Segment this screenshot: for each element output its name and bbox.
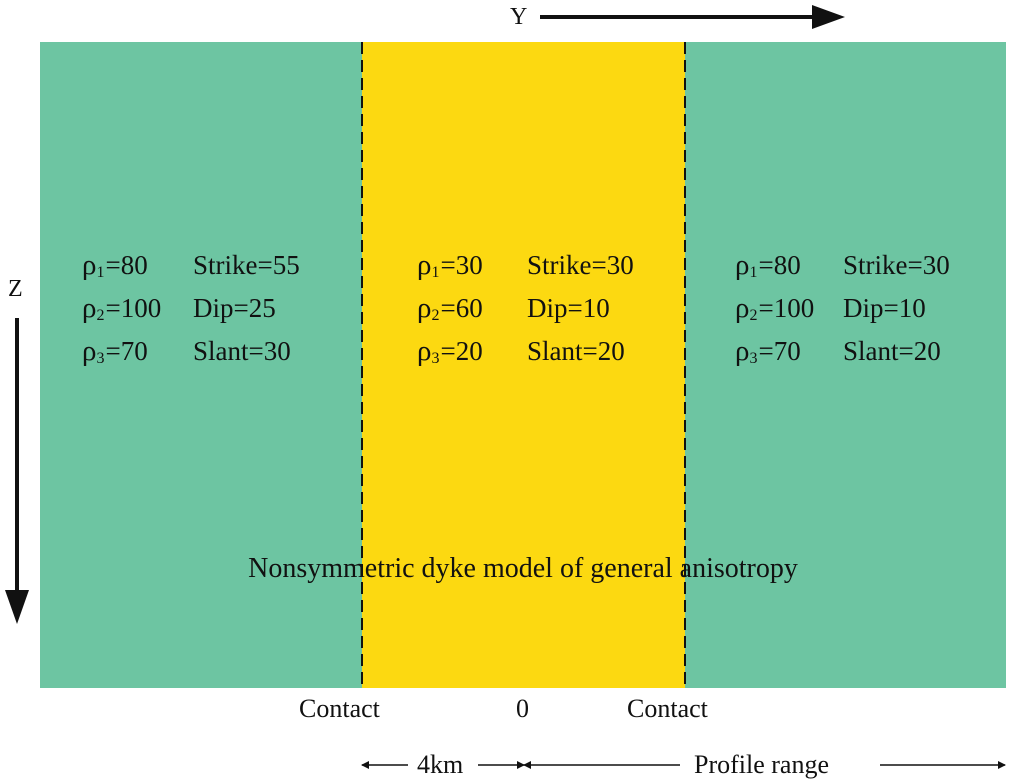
right-dip: Dip=10 <box>843 293 926 323</box>
z-axis-label: Z <box>8 276 23 302</box>
dyke-block <box>362 42 685 688</box>
dyke-strike: Strike=30 <box>527 250 634 280</box>
contact-label-left: Contact <box>299 694 380 723</box>
profile-range-label: Profile range <box>694 750 830 779</box>
dyke-rho3: ρ3=20 <box>417 335 483 367</box>
width-label: 4km <box>417 750 464 779</box>
z-axis-arrowhead <box>5 590 29 624</box>
left-dip: Dip=25 <box>193 293 276 323</box>
y-axis-arrowhead <box>812 5 845 29</box>
dyke-dip: Dip=10 <box>527 293 610 323</box>
contact-label-right: Contact <box>627 694 708 723</box>
y-axis-label: Y <box>510 4 528 30</box>
right-rho1: ρ1=80 <box>735 249 801 281</box>
left-slant: Slant=30 <box>193 336 291 366</box>
left-strike: Strike=55 <box>193 250 300 280</box>
left-rho3: ρ3=70 <box>82 335 148 367</box>
left-rho2: ρ2=100 <box>82 292 162 324</box>
dyke-slant: Slant=20 <box>527 336 625 366</box>
right-strike: Strike=30 <box>843 250 950 280</box>
right-rho2: ρ2=100 <box>735 292 815 324</box>
right-rho3: ρ3=70 <box>735 335 801 367</box>
origin-label: 0 <box>516 694 529 723</box>
dyke-rho2: ρ2=60 <box>417 292 483 324</box>
diagram-caption: Nonsymmetric dyke model of general aniso… <box>248 553 798 584</box>
left-rho1: ρ1=80 <box>82 249 148 281</box>
right-slant: Slant=20 <box>843 336 941 366</box>
left-block <box>40 42 362 688</box>
dyke-rho1: ρ1=30 <box>417 249 483 281</box>
right-block <box>685 42 1006 688</box>
